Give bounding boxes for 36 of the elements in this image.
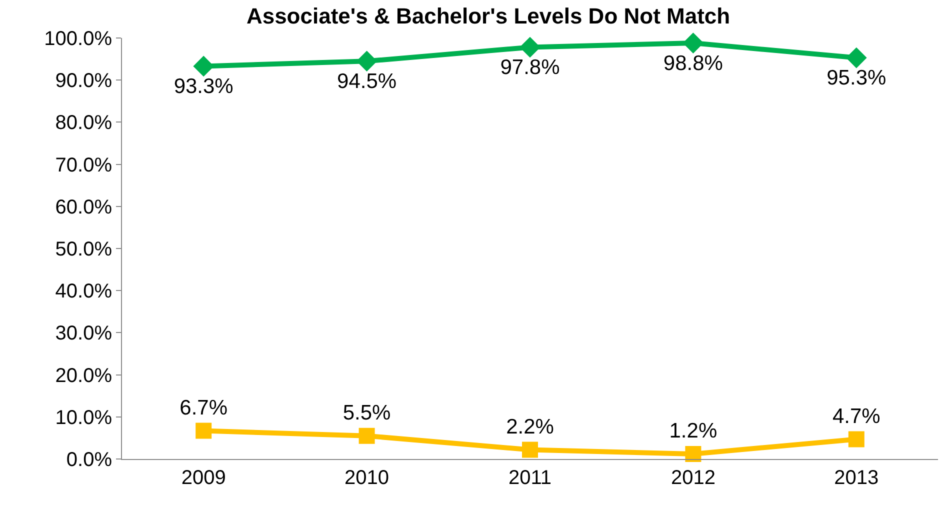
x-tick-label: 2009: [181, 467, 226, 489]
y-tick-label: 100.0%: [44, 28, 112, 50]
x-tick-label: 2010: [344, 467, 390, 489]
data-label: 6.7%: [180, 396, 228, 420]
y-tick-label: 0.0%: [66, 449, 112, 471]
point: [522, 442, 538, 458]
point: [520, 36, 540, 58]
data-label: 93.3%: [174, 74, 234, 98]
data-label: 95.3%: [826, 66, 886, 90]
point: [846, 47, 867, 68]
x-tick-label: 2011: [508, 467, 552, 489]
data-label: 5.5%: [342, 402, 391, 425]
point: [193, 56, 214, 77]
y-tick-label: 80.0%: [55, 112, 112, 134]
y-tick-label: 10.0%: [55, 406, 112, 429]
data-label: 94.5%: [337, 70, 397, 93]
data-label: 4.7%: [832, 404, 880, 428]
x-tick-label: 2013: [834, 467, 879, 489]
y-tick-label: 60.0%: [55, 196, 112, 218]
data-label: 97.8%: [500, 56, 560, 80]
y-tick-label: 30.0%: [55, 322, 112, 345]
y-tick-label: 90.0%: [55, 70, 112, 92]
y-tick-label: 40.0%: [55, 280, 112, 303]
x-tick-label: 2012: [670, 467, 716, 489]
y-tick-label: 70.0%: [55, 154, 112, 176]
point: [358, 428, 375, 444]
chart-title: Associate's & Bachelor's Levels Do Not Match: [246, 3, 730, 28]
data-label: 98.8%: [663, 52, 723, 75]
point: [848, 431, 864, 448]
point: [196, 422, 212, 439]
data-label: 2.2%: [506, 415, 554, 438]
point: [682, 32, 704, 54]
point: [685, 446, 702, 462]
y-tick-label: 20.0%: [55, 364, 112, 387]
data-label: 1.2%: [669, 420, 718, 443]
y-tick-label: 50.0%: [55, 238, 112, 260]
